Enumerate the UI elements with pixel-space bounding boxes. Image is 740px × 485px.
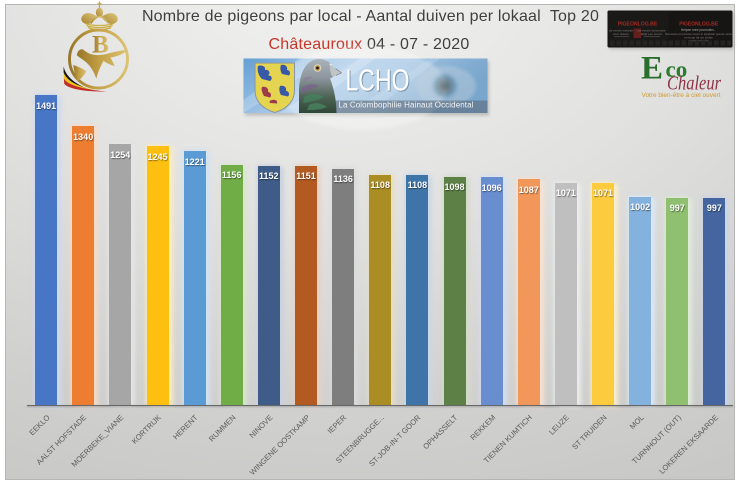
svg-text:uw eerste duivensite: uw eerste duivensite	[637, 29, 665, 33]
svg-text:Helpen mee promoten...: Helpen mee promoten...	[681, 28, 716, 32]
svg-text:en koop bij uw lokale: en koop bij uw lokale	[684, 35, 713, 39]
svg-text:LCHO: LCHO	[347, 64, 411, 99]
svg-text:Votre bien-être à ciel ouvert: Votre bien-être à ciel ouvert	[642, 92, 721, 99]
svg-text:voor duiven: voor duiven	[613, 32, 629, 36]
svg-text:co: co	[666, 57, 688, 82]
svg-text:B: B	[92, 32, 109, 59]
svg-text:La Colombophilie Hainaut Occid: La Colombophilie Hainaut Occidental	[338, 101, 473, 110]
svg-text:PIGEONLOG.BE: PIGEONLOG.BE	[679, 21, 718, 27]
svg-text:PIGEONLOG.BE: PIGEONLOG.BE	[618, 21, 658, 27]
svg-text:Nieuwste producten loopt in kw: Nieuwste producten loopt in kwaliteit go…	[665, 32, 732, 36]
svg-text:Chaleur: Chaleur	[667, 73, 721, 95]
svg-text:E: E	[641, 51, 663, 87]
svg-text:altijd een keuze: altijd een keuze	[641, 32, 663, 36]
svg-text:LCHO: LCHO	[346, 63, 410, 98]
svg-text:de eerste website: de eerste website	[609, 29, 634, 33]
